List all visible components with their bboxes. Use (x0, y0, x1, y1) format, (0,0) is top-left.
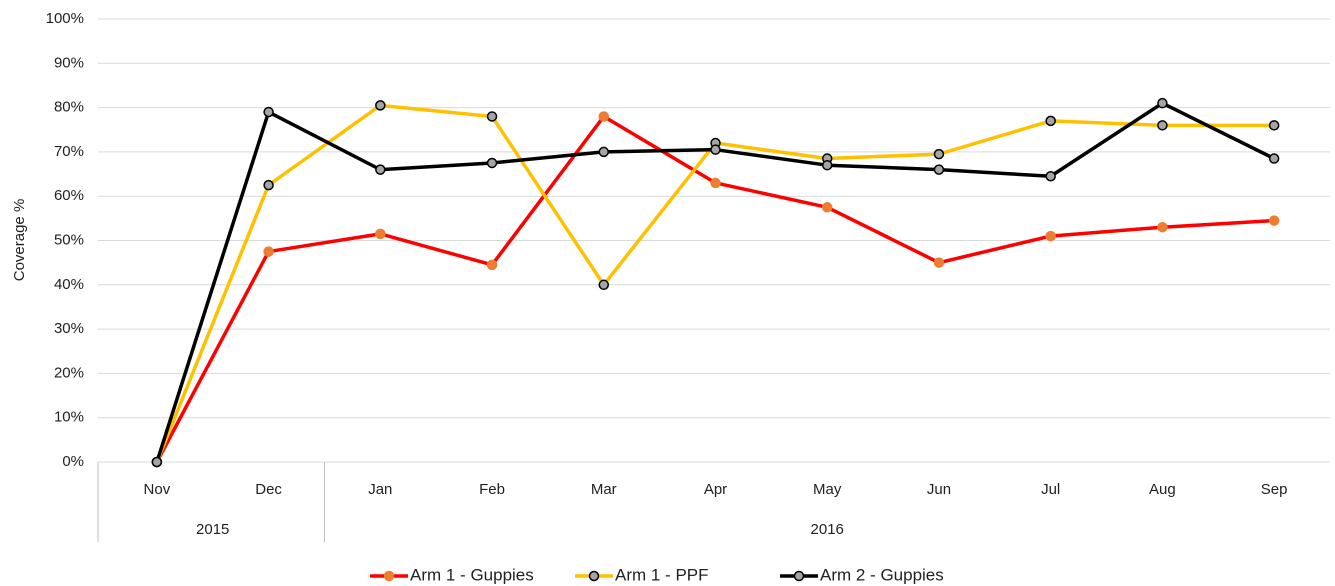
data-point (1045, 115, 1056, 127)
y-tick-label: 90% (54, 54, 84, 71)
data-point (1268, 153, 1280, 164)
data-point (933, 164, 945, 175)
legend-label: Arm 1 - Guppies (410, 565, 534, 584)
data-point (598, 146, 610, 158)
x-tick-label: Apr (704, 481, 727, 498)
data-point (1157, 120, 1168, 131)
data-point (821, 159, 833, 171)
x-tick-label: Jul (1041, 481, 1060, 498)
data-point (598, 111, 610, 122)
data-point (710, 177, 721, 189)
data-point (486, 111, 498, 122)
y-tick-label: 0% (62, 453, 84, 470)
legend-label: Arm 1 - PPF (615, 565, 709, 584)
x-tick-label: Feb (479, 481, 505, 498)
x-tick-label: Jan (368, 481, 392, 498)
data-point (375, 100, 386, 111)
y-tick-label: 60% (54, 187, 84, 204)
y-tick-label: 40% (54, 276, 84, 293)
data-point (1157, 221, 1168, 233)
data-point (263, 179, 274, 191)
x-tick-label: Mar (591, 481, 617, 498)
x-tick-label: Jun (927, 481, 951, 498)
y-axis-label: Coverage % (11, 199, 28, 282)
x-tick-label: Sep (1261, 481, 1288, 498)
legend-marker (588, 570, 600, 582)
data-point (933, 257, 945, 268)
x-tick-label: Aug (1149, 481, 1176, 498)
group-label: 2015 (196, 521, 229, 538)
data-point (1045, 230, 1056, 242)
group-label: 2016 (811, 521, 844, 538)
x-tick-label: May (813, 481, 842, 498)
data-point (263, 246, 274, 257)
data-point (375, 164, 386, 175)
y-tick-label: 70% (54, 143, 84, 160)
legend-label: Arm 2 - Guppies (820, 565, 944, 584)
y-tick-label: 20% (54, 364, 84, 381)
data-point (375, 228, 386, 240)
x-tick-label: Nov (144, 481, 171, 498)
y-tick-label: 80% (54, 99, 84, 116)
y-tick-label: 30% (54, 320, 84, 337)
y-tick-label: 10% (54, 409, 84, 426)
x-tick-label: Dec (255, 481, 282, 498)
data-point (151, 456, 163, 468)
data-point (598, 279, 610, 291)
data-point (1268, 120, 1280, 131)
y-tick-label: 100% (46, 10, 84, 27)
series-line (155, 114, 1275, 463)
data-point (486, 157, 498, 169)
data-point (1045, 171, 1056, 182)
data-point (1268, 215, 1280, 226)
data-point (263, 106, 274, 118)
legend-marker (383, 570, 395, 582)
series-line (155, 103, 1275, 463)
data-point (933, 148, 945, 160)
data-point (486, 259, 498, 271)
data-point (1157, 97, 1168, 109)
data-point (821, 202, 833, 213)
data-point (710, 144, 721, 155)
legend-marker (793, 570, 805, 582)
y-tick-label: 50% (54, 231, 84, 248)
series-line (155, 101, 1275, 463)
